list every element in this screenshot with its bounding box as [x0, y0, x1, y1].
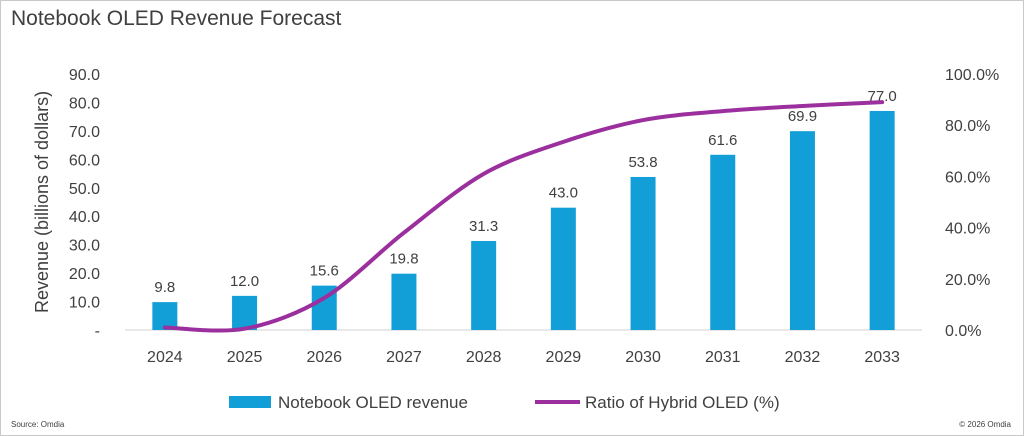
x-axis-tick-label: 2030: [625, 349, 661, 366]
right-axis-tick-label: 60.0%: [945, 169, 990, 186]
left-axis-ticks: - 10.0 20.0 30.0 40.0 50.0 60.0 70.0 80.0 90.0: [69, 67, 100, 340]
x-axis-tick-label: 2032: [785, 349, 821, 366]
bar: [630, 176, 656, 330]
right-axis-tick-label: 100.0%: [945, 67, 999, 84]
source-note: Source: Omdia: [11, 420, 65, 429]
bar-data-labels: 9.8 12.015.619.831.343.053.861.669.977.0: [154, 88, 896, 296]
bar-data-label: 61.6: [708, 132, 737, 149]
left-axis-tick-label: -: [95, 323, 100, 340]
bar-series: [152, 110, 895, 330]
x-axis-tick-label: 2029: [546, 349, 582, 366]
bar: [152, 302, 178, 330]
chart-title: Notebook OLED Revenue Forecast: [11, 7, 342, 30]
bar-data-label: 12.0: [230, 273, 259, 290]
left-axis-tick-label: 10.0: [69, 295, 100, 312]
x-axis-ticks: 2024 2025 2026 2027 2028 2029 2030 2031 2032 2033: [147, 349, 900, 366]
bar: [391, 273, 417, 330]
bar: [471, 240, 497, 330]
line-series: [162, 100, 885, 333]
right-axis-tick-label: 0.0%: [945, 323, 981, 340]
legend-bar-label: Notebook OLED revenue: [278, 393, 468, 412]
legend-line-label: Ratio of Hybrid OLED (%): [585, 393, 780, 412]
line-series-path: [162, 100, 885, 333]
left-axis-tick-label: 60.0: [69, 152, 100, 169]
x-axis-tick-label: 2031: [705, 349, 741, 366]
left-axis-tick-label: 30.0: [69, 238, 100, 255]
x-axis-tick-label: 2026: [306, 349, 342, 366]
bar: [550, 207, 576, 330]
x-axis-tick-label: 2027: [386, 349, 422, 366]
left-axis-tick-label: 20.0: [69, 266, 100, 283]
bar-data-label: 43.0: [549, 185, 578, 202]
bar: [710, 154, 736, 330]
left-axis-tick-label: 90.0: [69, 67, 100, 84]
x-axis-tick-label: 2033: [864, 349, 900, 366]
copyright-note: © 2026 Omdia: [959, 420, 1011, 429]
x-axis-tick-label: 2025: [227, 349, 263, 366]
bar-data-label: 69.9: [788, 108, 817, 125]
bar: [789, 131, 815, 330]
right-axis-tick-label: 80.0%: [945, 118, 990, 135]
bar-data-label: 15.6: [310, 263, 339, 280]
legend-bar-swatch: [229, 396, 271, 408]
bar-data-label: 53.8: [628, 154, 657, 171]
x-axis-tick-label: 2024: [147, 349, 183, 366]
right-axis-tick-label: 20.0%: [945, 272, 990, 289]
legend: Notebook OLED revenue Ratio of Hybrid OL…: [229, 393, 780, 412]
right-axis-tick-label: 40.0%: [945, 221, 990, 238]
bar-data-label: 9.8: [154, 279, 175, 296]
bar: [232, 295, 258, 330]
left-axis-tick-label: 50.0: [69, 181, 100, 198]
right-axis-ticks: 0.0% 20.0% 40.0% 60.0% 80.0% 100.0%: [945, 67, 999, 340]
y-axis-title: Revenue (billions of dollars): [32, 91, 52, 313]
bar-data-label: 19.8: [389, 251, 418, 268]
x-axis-tick-label: 2028: [466, 349, 502, 366]
bar: [869, 110, 895, 330]
left-axis-tick-label: 70.0: [69, 124, 100, 141]
left-axis-tick-label: 80.0: [69, 95, 100, 112]
left-axis-tick-label: 40.0: [69, 209, 100, 226]
bar-data-label: 31.3: [469, 218, 498, 235]
